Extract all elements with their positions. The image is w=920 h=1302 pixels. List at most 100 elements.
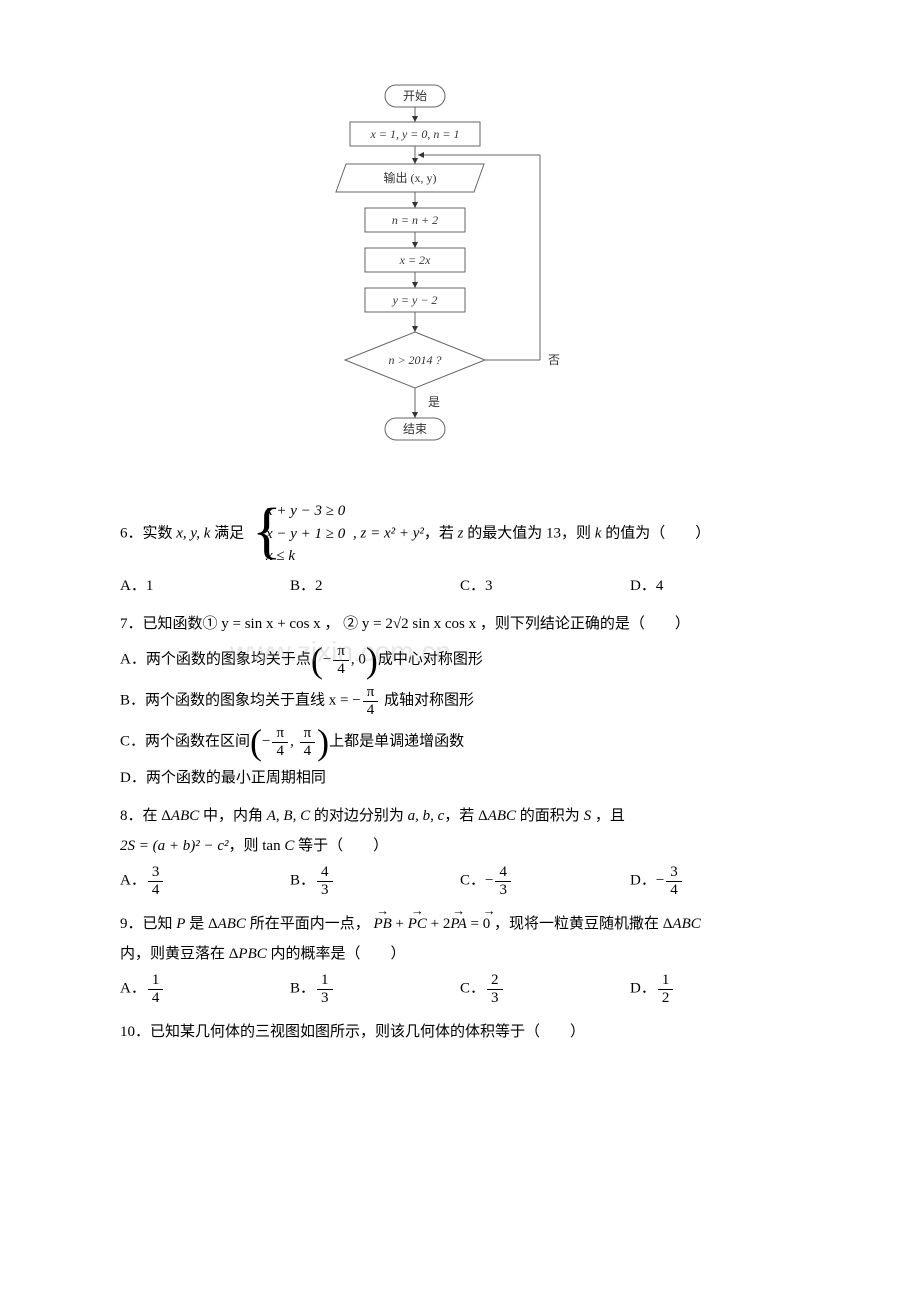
q9-l1-pre: 9．已知	[120, 916, 176, 932]
q8-b-den: 3	[317, 882, 333, 899]
q8-d-den: 4	[666, 882, 682, 899]
question-8: 8．在 ΔABC 中，内角 A, B, C 的对边分别为 a, b, c，若 Δ…	[120, 804, 800, 898]
q6-opt-d: D．4	[630, 574, 800, 598]
q9-b-den: 3	[317, 990, 333, 1007]
q7-b-post: 成轴对称图形	[380, 692, 474, 708]
q8-a-label: A．	[120, 872, 146, 888]
q8-l1-S: S	[584, 808, 592, 824]
q9-PBC: PBC	[238, 946, 266, 962]
q6-after1: ,	[349, 525, 360, 541]
q7-b-num: π	[363, 684, 379, 702]
q7-a-num: π	[333, 643, 349, 661]
q7-c-post: 上都是单调递增函数	[329, 733, 464, 749]
q7-a-pre: A．两个函数的图象均关于点	[120, 651, 311, 667]
q8-l2-C: C	[284, 838, 294, 854]
q9-b-label: B．	[290, 980, 315, 996]
question-10: 10．已知某几何体的三视图如图所示，则该几何体的体积等于（ ）	[120, 1020, 800, 1044]
q9-l1-mid: 是 Δ	[185, 916, 217, 932]
q8-l2-expr: 2S = (a + b)² − c²	[120, 838, 229, 854]
q6-opt-b: B．2	[290, 574, 460, 598]
question-6: 6．实数 x, y, k 满足 { x + y − 3 ≥ 0 x − y + …	[120, 500, 800, 598]
q9-vec-0: 0	[483, 912, 491, 936]
q9-vec-pa: PA	[450, 912, 466, 936]
q8-c-label: C．−	[460, 872, 493, 888]
q9-ABC2: ABC	[672, 916, 700, 932]
fc-step2: x = 2x	[399, 253, 431, 267]
fc-yes: 是	[428, 395, 440, 409]
q8-l1-mid3: ，若 Δ	[444, 808, 487, 824]
q6-mid: 满足	[210, 525, 248, 541]
q9-a-label: A．	[120, 980, 146, 996]
q6-zexpr: z = x² + y²	[360, 525, 423, 541]
q9-a-den: 4	[148, 990, 164, 1007]
q9-l2-end: 内的概率是（ ）	[267, 946, 406, 962]
q7-c-lden: 4	[272, 743, 288, 760]
q7-b-den: 4	[363, 702, 379, 719]
fc-step1: n = n + 2	[392, 213, 438, 227]
q7-c-pre: C．两个函数在区间	[120, 733, 250, 749]
q9-l2-pre: 内，则黄豆落在 Δ	[120, 946, 238, 962]
q8-l1-mid: 中，内角	[199, 808, 267, 824]
q8-l1-mid2: 的对边分别为	[310, 808, 408, 824]
q7-c-rnum: π	[300, 725, 316, 743]
q8-c-num: 4	[495, 864, 511, 882]
q8-d-label: D．−	[630, 872, 664, 888]
q8-a-num: 3	[148, 864, 164, 882]
q7-c-rden: 4	[300, 743, 316, 760]
q9-plus1: +	[392, 916, 408, 932]
q8-l1-end: ，且	[591, 808, 625, 824]
q9-d-num: 1	[658, 972, 674, 990]
q6-after4: 的值为（ ）	[601, 525, 710, 541]
q9-c-num: 2	[487, 972, 503, 990]
fc-step3: y = y − 2	[392, 293, 438, 307]
fc-output: 输出 (x, y)	[384, 170, 437, 185]
question-7: 7．已知函数① y = sin x + cos x ， ② y = 2√2 si…	[120, 612, 800, 790]
q8-l1-pre: 8．在 Δ	[120, 808, 171, 824]
q8-l1-abc: ABC	[171, 808, 199, 824]
q9-c-label: C．	[460, 980, 485, 996]
flowchart-svg: 开始 x = 1, y = 0, n = 1 输出 (x, y) n = n +…	[310, 80, 610, 480]
q6-opt-a: A．1	[120, 574, 290, 598]
q9-l1-mid2: 所在平面内一点，	[246, 916, 370, 932]
q7-b-pre: B．两个函数的图象均关于直线 x = −	[120, 692, 361, 708]
q8-d-num: 3	[666, 864, 682, 882]
fc-cond: n > 2014 ?	[388, 353, 441, 367]
q8-l2-mid: ，则 tan	[229, 838, 285, 854]
q8-l1-ABC: A, B, C	[267, 808, 310, 824]
q7-a-neg: −	[323, 651, 331, 667]
q6-after3: 的最大值为 13，则	[464, 525, 595, 541]
q6-vars: x, y, k	[176, 525, 210, 541]
question-9: 9．已知 P 是 ΔABC 所在平面内一点， PB + PC + 2PA = 0…	[120, 912, 800, 1006]
fc-init: x = 1, y = 0, n = 1	[370, 127, 460, 141]
q6-after2: ，若	[424, 525, 458, 541]
q7-d: D．两个函数的最小正周期相同	[120, 766, 800, 790]
q6-opt-c: C．3	[460, 574, 630, 598]
q9-vec-pb: PB	[373, 912, 391, 936]
q8-l1-abc2: a, b, c	[408, 808, 445, 824]
q9-ABC: ABC	[218, 916, 246, 932]
q7-line: 7．已知函数① y = sin x + cos x ， ② y = 2√2 si…	[120, 612, 800, 636]
fc-no: 否	[548, 353, 560, 367]
q8-c-den: 3	[495, 882, 511, 899]
fc-start: 开始	[403, 89, 427, 103]
q9-a-num: 1	[148, 972, 164, 990]
q9-d-den: 2	[658, 990, 674, 1007]
q9-c-den: 3	[487, 990, 503, 1007]
flowchart-figure: 开始 x = 1, y = 0, n = 1 输出 (x, y) n = n +…	[310, 80, 610, 480]
q8-l1-abc3: ABC	[488, 808, 516, 824]
q9-eq: =	[467, 916, 483, 932]
q8-b-label: B．	[290, 872, 315, 888]
q8-b-num: 4	[317, 864, 333, 882]
q9-d-label: D．	[630, 980, 656, 996]
q9-plus2: + 2	[427, 916, 450, 932]
fc-end: 结束	[403, 422, 427, 436]
q9-vec-pc: PC	[408, 912, 427, 936]
q8-l2-end: 等于（ ）	[294, 838, 388, 854]
q7-a-pt2: , 0	[351, 651, 366, 667]
q9-l1-end: ，现将一粒黄豆随机撒在 Δ	[490, 916, 672, 932]
q7-a-den: 4	[333, 661, 349, 678]
q10-line: 10．已知某几何体的三视图如图所示，则该几何体的体积等于（ ）	[120, 1020, 800, 1044]
q6-pre: 6．实数	[120, 525, 176, 541]
q8-a-den: 4	[148, 882, 164, 899]
q8-l1-mid4: 的面积为	[516, 808, 584, 824]
